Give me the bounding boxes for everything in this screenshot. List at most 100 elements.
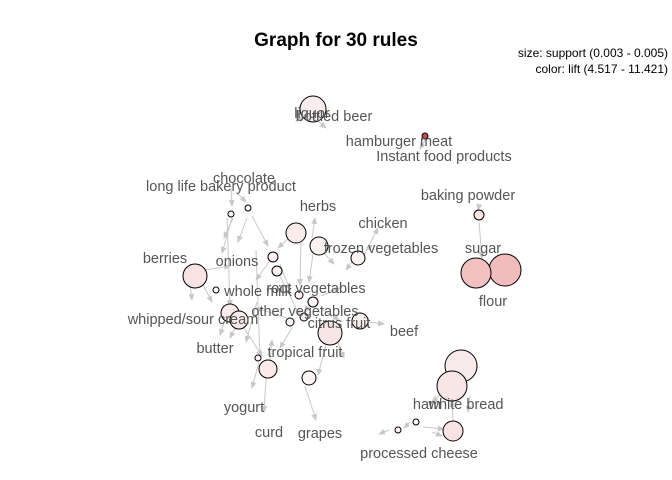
rule-node-22[interactable] (254, 354, 262, 362)
rule-edge-10 (235, 191, 247, 203)
rule-node-20[interactable] (351, 312, 369, 330)
rule-edge-49 (465, 395, 472, 413)
rule-edge-19 (201, 282, 213, 303)
rule-edge-15 (323, 252, 335, 265)
rule-edge-48 (431, 430, 443, 437)
item-label-7: chocolate (213, 171, 275, 187)
rule-node-13[interactable] (212, 286, 220, 294)
rule-edge-47 (422, 425, 445, 432)
item-label-18: beef (390, 324, 419, 340)
item-label-13: whole milk (223, 284, 292, 300)
rule-node-12[interactable] (271, 265, 283, 277)
graph-title: Graph for 30 rules (254, 30, 418, 51)
rule-edge-3 (476, 203, 483, 211)
rule-node-10[interactable] (182, 263, 208, 289)
rule-edge-31 (219, 319, 226, 336)
rule-node-2[interactable] (473, 209, 485, 221)
item-label-10: sugar (465, 241, 501, 257)
rule-edge-41 (255, 249, 263, 359)
item-label-8: long life bakery product (146, 179, 296, 195)
rule-edge-8 (220, 217, 233, 254)
rule-edge-1 (317, 120, 327, 129)
rule-node-8[interactable] (227, 210, 235, 218)
rule-edge-27 (304, 305, 311, 313)
rule-edge-9 (228, 187, 235, 207)
rule-edge-40 (244, 301, 258, 343)
item-label-11: berries (143, 251, 187, 267)
rule-edge-45 (403, 421, 411, 429)
rule-edge-50 (378, 428, 390, 435)
item-label-20: tropical fruit (268, 345, 343, 361)
rule-edge-44 (431, 394, 441, 403)
item-label-12: onions (216, 254, 259, 270)
rule-node-0[interactable] (299, 95, 327, 123)
rule-node-17[interactable] (285, 317, 295, 327)
rule-node-7[interactable] (350, 250, 366, 266)
rule-edge-39 (268, 339, 275, 361)
rule-edge-26 (319, 307, 340, 321)
item-label-19: butter (196, 341, 233, 357)
rule-nodes-layer (182, 95, 522, 442)
rule-node-14[interactable] (294, 290, 304, 300)
rule-node-24[interactable] (301, 370, 317, 386)
item-label-24: grapes (298, 426, 342, 442)
item-label-26: white bread (428, 397, 504, 413)
rule-node-21[interactable] (317, 320, 343, 346)
item-label-17: citrus fruit (308, 316, 371, 332)
item-label-9: frozen vegetables (324, 241, 438, 257)
rule-node-9[interactable] (244, 204, 252, 212)
item-label-1: bottled beer (296, 109, 373, 125)
rule-edge-21 (204, 263, 231, 271)
rule-edge-35 (316, 344, 327, 376)
rule-edge-23 (255, 261, 270, 281)
rule-node-4[interactable] (460, 257, 492, 289)
rule-edge-34 (336, 339, 345, 359)
rule-node-29[interactable] (394, 426, 402, 434)
rule-node-6[interactable] (309, 236, 329, 256)
rule-edge-4 (478, 221, 485, 259)
rule-node-1[interactable] (421, 132, 429, 140)
rule-node-28[interactable] (412, 418, 420, 426)
item-label-27: processed cheese (360, 446, 478, 462)
rule-edge-18 (363, 227, 379, 256)
rule-edge-36 (250, 361, 260, 389)
rule-edge-42 (226, 217, 233, 307)
rule-edge-5 (237, 217, 248, 243)
rule-node-3[interactable] (488, 253, 522, 287)
rule-edge-24 (279, 275, 301, 317)
item-label-0: liquor (294, 106, 330, 122)
rule-node-16[interactable] (299, 312, 309, 322)
rule-node-26[interactable] (436, 370, 468, 402)
rule-edge-32 (243, 327, 263, 357)
item-label-4: baking powder (421, 188, 515, 204)
item-label-14: root vegetables (266, 281, 365, 297)
rule-edge-2 (419, 139, 426, 150)
rule-node-27[interactable] (442, 420, 464, 442)
item-label-16: whipped/sour cream (127, 312, 259, 328)
rule-edge-38 (304, 385, 318, 421)
rule-edge-14 (297, 240, 304, 286)
item-label-25: ham (413, 397, 441, 413)
item-label-3: Instant food products (376, 149, 511, 165)
legend-size: size: support (0.003 - 0.005) (518, 46, 668, 60)
rule-node-5[interactable] (285, 222, 307, 244)
item-label-5: chicken (358, 216, 407, 232)
item-label-23: curd (255, 425, 283, 441)
item-label-6: herbs (300, 199, 336, 215)
rule-edge-33 (367, 320, 385, 327)
rule-edge-28 (279, 327, 293, 349)
rule-edge-25 (320, 287, 341, 297)
rule-node-15[interactable] (307, 296, 319, 308)
rule-edge-13 (306, 253, 314, 283)
item-label-21: flour (479, 294, 507, 310)
item-label-15: other vegetables (251, 304, 358, 320)
rule-edge-37 (261, 377, 268, 413)
rule-node-11[interactable] (267, 251, 279, 263)
rule-node-19[interactable] (229, 310, 249, 330)
rule-edge-16 (345, 261, 353, 271)
rule-node-23[interactable] (258, 359, 278, 379)
legend-color: color: lift (4.517 - 11.421) (535, 62, 668, 76)
item-label-2: hamburger meat (346, 134, 452, 150)
